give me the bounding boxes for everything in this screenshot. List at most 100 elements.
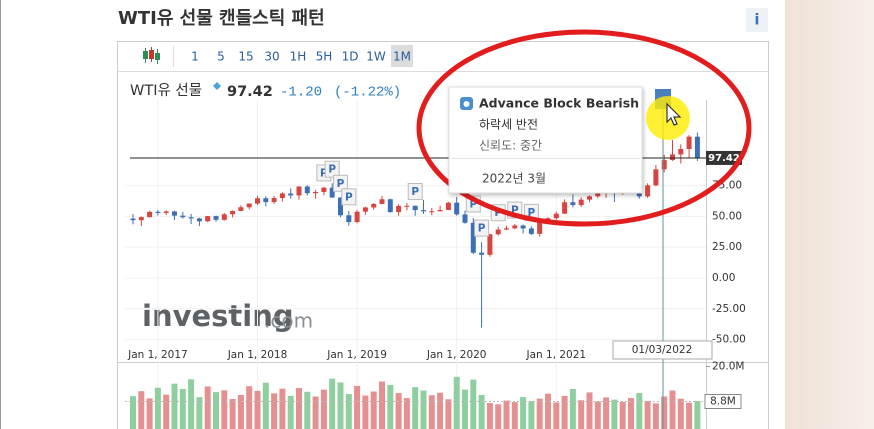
volume-bar (345, 394, 352, 429)
candle-body (562, 202, 568, 214)
volume-level-label: 8.8M (710, 396, 736, 408)
timeframe-button[interactable]: 15 (238, 50, 253, 64)
candle-body (445, 202, 451, 210)
timeframe-button[interactable]: 5H (316, 50, 333, 64)
y-tick-label: -50.00 (712, 334, 746, 346)
candle-body (354, 211, 360, 223)
candle-body (429, 211, 435, 213)
pattern-marker-label[interactable]: P (328, 164, 336, 176)
volume-bar (470, 379, 477, 429)
volume-bar (221, 390, 228, 429)
candle-body (346, 215, 352, 223)
volume-bar (569, 389, 576, 429)
timeframe-button[interactable]: 1W (366, 50, 386, 64)
candle-body (321, 187, 327, 192)
volume-bar (619, 401, 626, 429)
volume-bar (603, 397, 610, 429)
pattern-marker-label[interactable]: P (528, 207, 536, 219)
candle-body (479, 252, 485, 255)
last-price-box (706, 150, 742, 165)
volume-bar (271, 393, 278, 429)
volume-bar (379, 381, 385, 429)
mouse-cursor (666, 102, 682, 126)
pattern-marker[interactable] (474, 219, 490, 237)
volume-bar (636, 393, 643, 429)
candle-body (130, 218, 136, 221)
timeframe-button[interactable]: 30 (264, 50, 279, 64)
candle-body (155, 211, 161, 213)
candle-body (462, 214, 468, 223)
volume-bar (254, 390, 261, 429)
pattern-marker-label[interactable]: P (469, 198, 477, 210)
candle-type-icon[interactable] (143, 47, 160, 64)
pattern-tooltip: Advance Block Bearish 하락세 반전 신뢰도: 중간 202… (448, 86, 643, 194)
pattern-marker-label[interactable]: P (411, 186, 419, 198)
volume-bar (163, 394, 170, 429)
volume-tick-label: 20.0M (712, 361, 744, 373)
y-tick-label: 25.00 (712, 241, 742, 253)
info-button[interactable] (746, 8, 768, 32)
volume-bar (130, 396, 136, 429)
volume-bar (179, 389, 186, 429)
volume-bar (304, 391, 311, 429)
candle-body (196, 218, 202, 222)
pattern-marker-label[interactable]: P (511, 205, 519, 217)
pattern-marker[interactable] (341, 188, 357, 206)
candle-body (213, 216, 219, 220)
volume-bar (337, 382, 344, 429)
volume-bar (677, 398, 684, 429)
pattern-marker[interactable] (324, 160, 340, 178)
candle-body (263, 198, 269, 203)
last-price-label: 97.42 (708, 153, 740, 164)
candle-body (570, 202, 576, 206)
volume-bar (628, 398, 634, 429)
volume-bar (279, 388, 286, 429)
volume-bar (387, 384, 394, 429)
timeframe-button[interactable]: 1 (191, 50, 199, 64)
candle-body (246, 203, 252, 208)
y-tick-label: 0.00 (712, 272, 735, 284)
volume-bar (686, 402, 693, 429)
volume-bar (694, 400, 701, 429)
candle-body (205, 216, 211, 222)
volume-bar (188, 379, 195, 429)
pattern-name: Advance Block Bearish (479, 96, 639, 111)
candle-body (238, 207, 244, 211)
pattern-marker-label[interactable]: P (494, 207, 502, 219)
volume-bar (437, 392, 444, 429)
watermark-brand: investing (142, 299, 294, 333)
timeframe-button[interactable]: 1D (342, 50, 359, 64)
volume-bar (262, 382, 269, 429)
pattern-marker-label[interactable]: P (337, 178, 345, 190)
pattern-marker[interactable] (333, 174, 348, 192)
candle-body (504, 228, 509, 230)
candle-body (686, 136, 692, 149)
volume-bar (320, 389, 327, 429)
crosshair-label: 01/03/2022 (632, 344, 693, 356)
volume-bar (229, 399, 236, 429)
pattern-reliability: 신뢰도: 중간 (479, 139, 542, 153)
volume-bar (611, 399, 618, 429)
volume-bar (171, 383, 178, 429)
candle-body (520, 225, 526, 229)
candle-body (163, 211, 169, 213)
volume-bar (561, 395, 568, 429)
pattern-marker-label[interactable]: P (345, 191, 353, 203)
candle-body (147, 211, 153, 218)
volume-bar (553, 402, 560, 429)
volume-bar (503, 400, 510, 429)
volume-bar (204, 386, 211, 429)
timeframe-button[interactable]: 1M (393, 50, 411, 64)
volume-bar (652, 403, 659, 429)
volume-bar (669, 390, 676, 429)
volume-bar (412, 387, 419, 429)
timeframe-button[interactable]: 5 (217, 50, 225, 64)
pattern-marker[interactable] (407, 183, 423, 201)
candle-body (304, 186, 310, 194)
info-icon[interactable]: i (754, 11, 759, 29)
timeframe-button[interactable]: 1H (290, 50, 307, 64)
candle-body (678, 148, 684, 155)
pattern-marker-label[interactable]: P (478, 223, 486, 235)
pattern-marker-label[interactable]: P (320, 167, 328, 179)
